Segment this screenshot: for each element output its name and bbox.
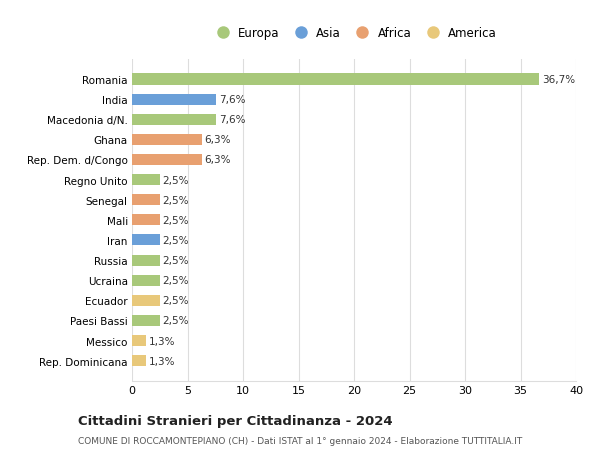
Text: 2,5%: 2,5% — [163, 215, 189, 225]
Bar — [132, 114, 217, 125]
Text: 2,5%: 2,5% — [163, 256, 189, 265]
Text: 1,3%: 1,3% — [149, 336, 176, 346]
Text: 2,5%: 2,5% — [163, 195, 189, 205]
Text: 1,3%: 1,3% — [149, 356, 176, 366]
Bar — [132, 134, 202, 146]
Bar — [132, 335, 146, 346]
Text: 2,5%: 2,5% — [163, 275, 189, 285]
Text: 7,6%: 7,6% — [219, 95, 245, 105]
Bar — [132, 255, 160, 266]
Bar — [132, 235, 160, 246]
Bar — [132, 195, 160, 206]
Text: Cittadini Stranieri per Cittadinanza - 2024: Cittadini Stranieri per Cittadinanza - 2… — [78, 414, 392, 428]
Bar — [132, 355, 146, 366]
Text: 2,5%: 2,5% — [163, 175, 189, 185]
Text: 7,6%: 7,6% — [219, 115, 245, 125]
Text: 6,3%: 6,3% — [205, 135, 231, 145]
Bar — [132, 95, 217, 106]
Text: 36,7%: 36,7% — [542, 75, 575, 85]
Bar — [132, 155, 202, 166]
Bar — [132, 74, 539, 85]
Text: COMUNE DI ROCCAMONTEPIANO (CH) - Dati ISTAT al 1° gennaio 2024 - Elaborazione TU: COMUNE DI ROCCAMONTEPIANO (CH) - Dati IS… — [78, 436, 522, 445]
Text: 2,5%: 2,5% — [163, 316, 189, 326]
Bar — [132, 174, 160, 186]
Bar — [132, 215, 160, 226]
Bar — [132, 295, 160, 306]
Text: 2,5%: 2,5% — [163, 235, 189, 246]
Text: 6,3%: 6,3% — [205, 155, 231, 165]
Text: 2,5%: 2,5% — [163, 296, 189, 306]
Bar — [132, 315, 160, 326]
Legend: Europa, Asia, Africa, America: Europa, Asia, Africa, America — [211, 27, 497, 40]
Bar — [132, 275, 160, 286]
